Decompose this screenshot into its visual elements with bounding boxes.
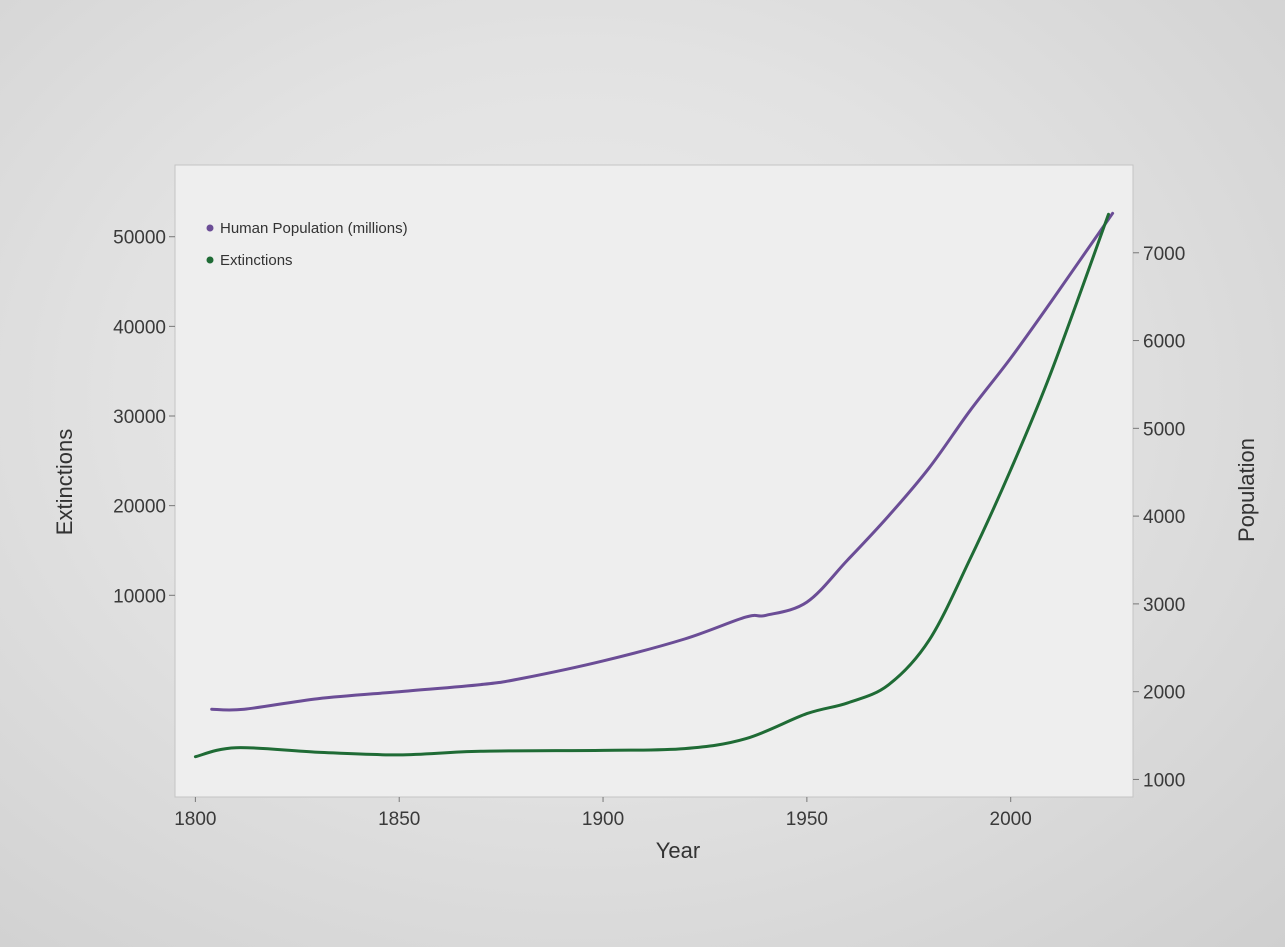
right-y-axis: 1000 2000 3000 4000 5000 6000 7000	[1133, 244, 1185, 791]
x-tick-label: 1950	[786, 809, 828, 830]
plot-area	[174, 164, 1134, 798]
right-tick-label: 6000	[1143, 332, 1185, 353]
left-y-axis: 10000 20000 30000 40000 50000	[113, 228, 175, 607]
left-tick-label: 40000	[113, 317, 166, 338]
legend-label-population: Human Population (millions)	[220, 220, 408, 237]
population-series-line	[210, 211, 1115, 712]
legend-label-extinctions: Extinctions	[220, 252, 293, 269]
right-tick-label: 3000	[1143, 595, 1185, 616]
x-axis: 1800 1850 1900 1950 2000	[174, 797, 1032, 830]
extinctions-series-line	[193, 212, 1110, 759]
legend-marker-population	[206, 224, 214, 232]
x-axis-title: Year	[656, 838, 700, 863]
legend: Human Population (millions) Extinctions	[206, 220, 408, 269]
right-tick-label: 7000	[1143, 244, 1185, 265]
series-layer	[193, 211, 1115, 759]
right-tick-label: 4000	[1143, 507, 1185, 528]
right-tick-label: 5000	[1143, 419, 1185, 440]
x-tick-label: 1900	[582, 809, 624, 830]
left-tick-label: 20000	[113, 497, 166, 518]
x-tick-label: 1800	[174, 809, 216, 830]
right-y-axis-title: Population	[1234, 438, 1259, 542]
right-tick-label: 1000	[1143, 770, 1185, 791]
x-tick-label: 2000	[990, 809, 1032, 830]
legend-marker-extinctions	[206, 256, 214, 264]
left-tick-label: 30000	[113, 407, 166, 428]
left-tick-label: 50000	[113, 228, 166, 249]
x-tick-label: 1850	[378, 809, 420, 830]
right-tick-label: 2000	[1143, 683, 1185, 704]
left-tick-label: 10000	[113, 586, 166, 607]
left-y-axis-title: Extinctions	[52, 429, 77, 535]
